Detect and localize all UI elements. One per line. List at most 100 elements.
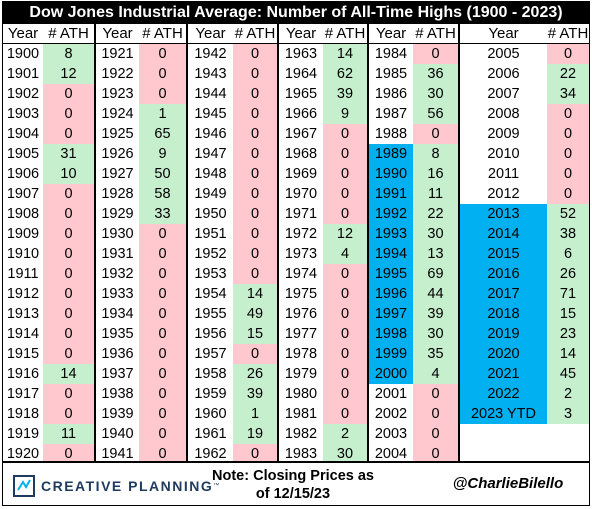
year-cell: 1913 bbox=[3, 304, 43, 324]
ath-count-cell: 0 bbox=[139, 264, 186, 284]
year-cell: 1980 bbox=[279, 384, 323, 404]
ath-count-cell: 16 bbox=[413, 164, 458, 184]
year-cell: 1972 bbox=[279, 224, 323, 244]
year-cell: 2002 bbox=[369, 404, 413, 424]
ath-count-cell: 9 bbox=[139, 144, 186, 164]
year-cell: 1997 bbox=[369, 304, 413, 324]
year-block-3: Year # ATH 1942 0 1943 0 1944 0 1945 0 1946 0 1947 0 1… bbox=[188, 24, 279, 464]
ath-count-cell: 0 bbox=[43, 244, 94, 264]
ath-count-cell: 0 bbox=[323, 144, 367, 164]
ath-count-cell: 4 bbox=[413, 364, 458, 384]
year-cell: 1995 bbox=[369, 264, 413, 284]
ath-count-cell: 0 bbox=[43, 204, 94, 224]
year-cell: 1924 bbox=[96, 104, 139, 124]
year-cell: 1936 bbox=[96, 344, 139, 364]
ath-count-cell: 0 bbox=[233, 104, 277, 124]
year-cell: 1926 bbox=[96, 144, 139, 164]
ath-count-cell: 14 bbox=[233, 284, 277, 304]
year-cell: 2021 bbox=[460, 364, 547, 384]
year-header: Year bbox=[188, 24, 233, 44]
year-block-4: Year # ATH 1963 14 1964 62 1965 39 1966 9 1967 0 196… bbox=[279, 24, 369, 464]
year-cell: 1939 bbox=[96, 404, 139, 424]
ath-count-cell: 0 bbox=[139, 84, 186, 104]
ath-count-cell: 0 bbox=[413, 444, 458, 464]
closing-prices-note: Note: Closing Prices as of 12/15/23 bbox=[203, 467, 383, 503]
ath-header: # ATH bbox=[413, 24, 458, 44]
ath-count-cell: 0 bbox=[233, 164, 277, 184]
year-cell: 2015 bbox=[460, 244, 547, 264]
year-cell: 1991 bbox=[369, 184, 413, 204]
ath-count-cell: 0 bbox=[139, 244, 186, 264]
year-cell: 1975 bbox=[279, 284, 323, 304]
ath-header: # ATH bbox=[139, 24, 186, 44]
year-cell: 1986 bbox=[369, 84, 413, 104]
year-cell: 1965 bbox=[279, 84, 323, 104]
year-cell: 1954 bbox=[188, 284, 233, 304]
ath-count-cell: 0 bbox=[139, 224, 186, 244]
ath-count-cell: 49 bbox=[233, 304, 277, 324]
year-cell: 1902 bbox=[3, 84, 43, 104]
year-cell: 1933 bbox=[96, 284, 139, 304]
ath-count-cell: 0 bbox=[43, 264, 94, 284]
ath-count-cell: 0 bbox=[43, 124, 94, 144]
ath-count-cell: 30 bbox=[413, 324, 458, 344]
year-cell: 1929 bbox=[96, 204, 139, 224]
ath-count-cell: 10 bbox=[43, 164, 94, 184]
ath-count-cell: 0 bbox=[547, 44, 589, 64]
ath-count-cell: 36 bbox=[413, 64, 458, 84]
ath-count-cell: 12 bbox=[43, 64, 94, 84]
ath-count-cell: 19 bbox=[233, 424, 277, 444]
year-cell: 2000 bbox=[369, 364, 413, 384]
ath-count-cell: 0 bbox=[323, 184, 367, 204]
ath-count-cell: 0 bbox=[43, 84, 94, 104]
ath-count-cell: 0 bbox=[139, 344, 186, 364]
year-cell: 1952 bbox=[188, 244, 233, 264]
year-cell: 1999 bbox=[369, 344, 413, 364]
ath-count-cell: 0 bbox=[413, 44, 458, 64]
ath-count-cell: 30 bbox=[413, 84, 458, 104]
ath-count-cell: 1 bbox=[139, 104, 186, 124]
footer: CREATIVE PLANNING ™ Note: Closing Prices … bbox=[3, 461, 589, 505]
year-cell: 2012 bbox=[460, 184, 547, 204]
ath-count-cell: 14 bbox=[547, 344, 589, 364]
ath-count-cell: 9 bbox=[323, 104, 367, 124]
year-cell: 1922 bbox=[96, 64, 139, 84]
year-cell: 1910 bbox=[3, 244, 43, 264]
year-cell: 2010 bbox=[460, 144, 547, 164]
ath-count-cell: 0 bbox=[43, 224, 94, 244]
ath-count-cell: 0 bbox=[233, 84, 277, 104]
year-cell: 1903 bbox=[3, 104, 43, 124]
year-cell: 2016 bbox=[460, 264, 547, 284]
ath-count-cell: 0 bbox=[43, 384, 94, 404]
year-cell: 1974 bbox=[279, 264, 323, 284]
year-cell: 1993 bbox=[369, 224, 413, 244]
year-cell: 1962 bbox=[188, 444, 233, 464]
year-cell: 1959 bbox=[188, 384, 233, 404]
year-cell: 1931 bbox=[96, 244, 139, 264]
ath-count-cell: 69 bbox=[413, 264, 458, 284]
ath-count-cell: 0 bbox=[547, 124, 589, 144]
year-cell: 1958 bbox=[188, 364, 233, 384]
year-cell: 1900 bbox=[3, 44, 43, 64]
year-cell: 1928 bbox=[96, 184, 139, 204]
year-cell: 1942 bbox=[188, 44, 233, 64]
year-cell: 2017 bbox=[460, 284, 547, 304]
ath-count-cell: 0 bbox=[323, 284, 367, 304]
ath-count-cell: 0 bbox=[323, 344, 367, 364]
ath-count-cell: 0 bbox=[323, 384, 367, 404]
ath-count-cell: 0 bbox=[323, 164, 367, 184]
year-cell: 1943 bbox=[188, 64, 233, 84]
year-cell: 1937 bbox=[96, 364, 139, 384]
ath-count-cell: 52 bbox=[547, 204, 589, 224]
ath-count-cell: 71 bbox=[547, 284, 589, 304]
year-cell: 1947 bbox=[188, 144, 233, 164]
ath-count-cell: 38 bbox=[547, 224, 589, 244]
ath-count-cell: 0 bbox=[413, 384, 458, 404]
year-cell: 1983 bbox=[279, 444, 323, 464]
year-cell: 1901 bbox=[3, 64, 43, 84]
year-block-6: Year # ATH 2005 0 2006 22 2007 34 2008 0 2009 0 2010… bbox=[460, 24, 589, 461]
year-cell: 1984 bbox=[369, 44, 413, 64]
year-cell: 1921 bbox=[96, 44, 139, 64]
ath-count-cell: 0 bbox=[139, 384, 186, 404]
